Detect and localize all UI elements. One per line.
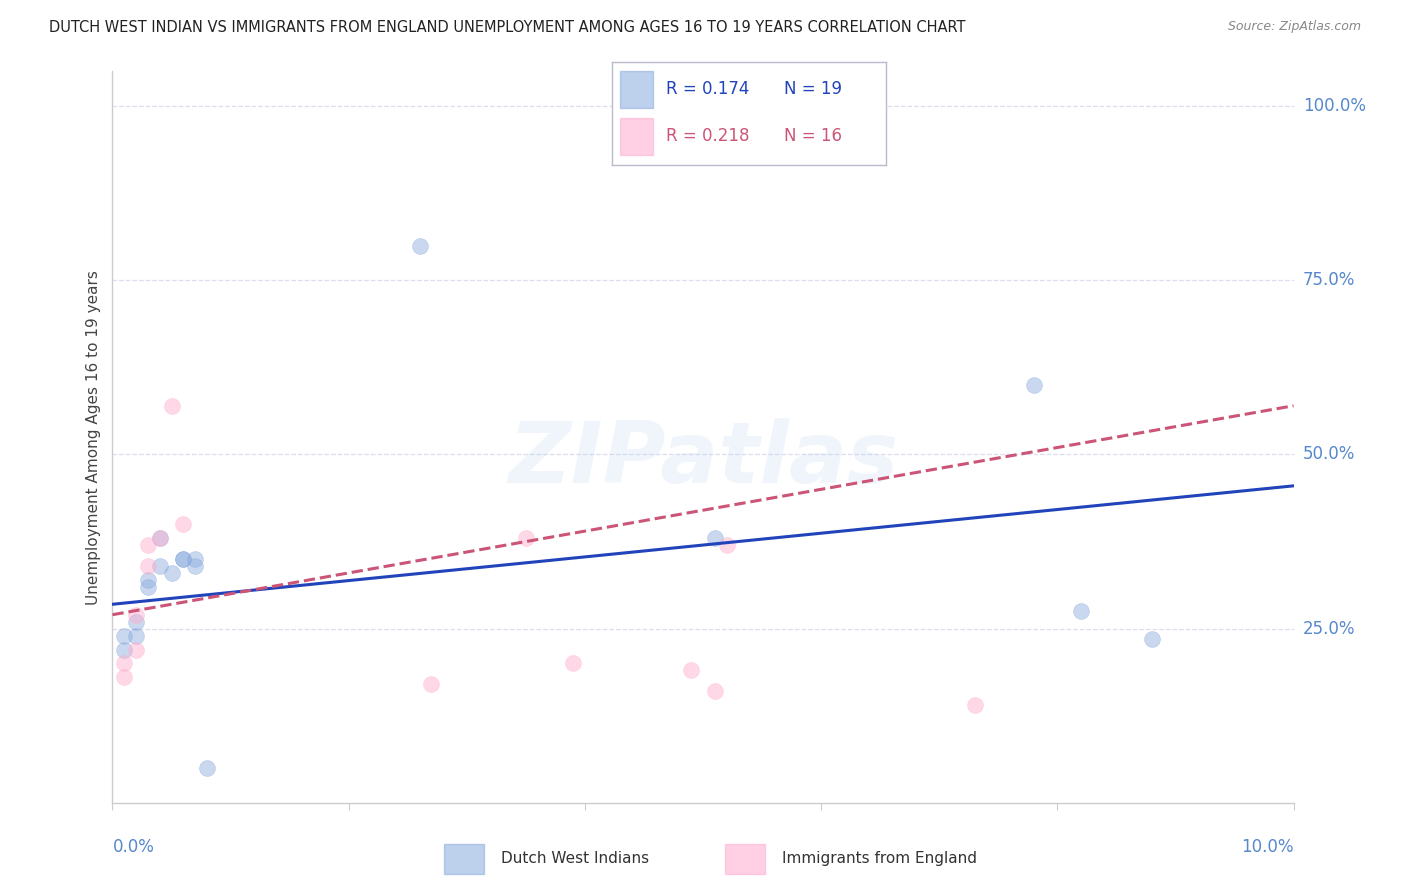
Point [136,558,159,573]
Point [716,538,738,552]
Point [681,664,703,678]
Point [125,615,148,629]
Text: N = 19: N = 19 [785,80,842,98]
Point [703,531,725,545]
Point [112,642,135,657]
Point [703,684,725,698]
Point [125,642,148,657]
FancyBboxPatch shape [620,70,652,108]
Point [160,566,183,580]
Point [149,531,172,545]
Point [195,761,218,775]
Text: N = 16: N = 16 [785,128,842,145]
Text: 75.0%: 75.0% [1303,271,1355,289]
Text: R = 0.174: R = 0.174 [666,80,749,98]
Text: 25.0%: 25.0% [1303,620,1355,638]
Text: 100.0%: 100.0% [1303,97,1367,115]
Point [184,558,207,573]
Point [136,580,159,594]
FancyBboxPatch shape [444,844,484,874]
Point [136,573,159,587]
Text: 50.0%: 50.0% [1303,445,1355,464]
Text: Source: ZipAtlas.com: Source: ZipAtlas.com [1227,20,1361,33]
Point [420,677,443,691]
Point [1022,377,1045,392]
Text: 0.0%: 0.0% [112,838,155,856]
Point [125,629,148,643]
Text: Immigrants from England: Immigrants from England [782,852,977,866]
Point [172,552,194,566]
Point [408,238,430,252]
Text: DUTCH WEST INDIAN VS IMMIGRANTS FROM ENGLAND UNEMPLOYMENT AMONG AGES 16 TO 19 YE: DUTCH WEST INDIAN VS IMMIGRANTS FROM ENG… [49,20,966,35]
Point [184,552,207,566]
Text: ZIPatlas: ZIPatlas [508,417,898,500]
Point [1070,604,1092,618]
Point [149,558,172,573]
Point [160,399,183,413]
Point [112,670,135,684]
Y-axis label: Unemployment Among Ages 16 to 19 years: Unemployment Among Ages 16 to 19 years [86,269,101,605]
Text: R = 0.218: R = 0.218 [666,128,749,145]
FancyBboxPatch shape [620,118,652,155]
Point [562,657,585,671]
Point [112,657,135,671]
Text: Dutch West Indians: Dutch West Indians [501,852,648,866]
Point [112,629,135,643]
Point [125,607,148,622]
FancyBboxPatch shape [725,844,765,874]
Text: 10.0%: 10.0% [1241,838,1294,856]
Point [1140,632,1163,646]
Point [136,538,159,552]
Point [515,531,537,545]
Point [963,698,986,713]
Point [172,552,194,566]
Point [149,531,172,545]
Point [172,517,194,532]
